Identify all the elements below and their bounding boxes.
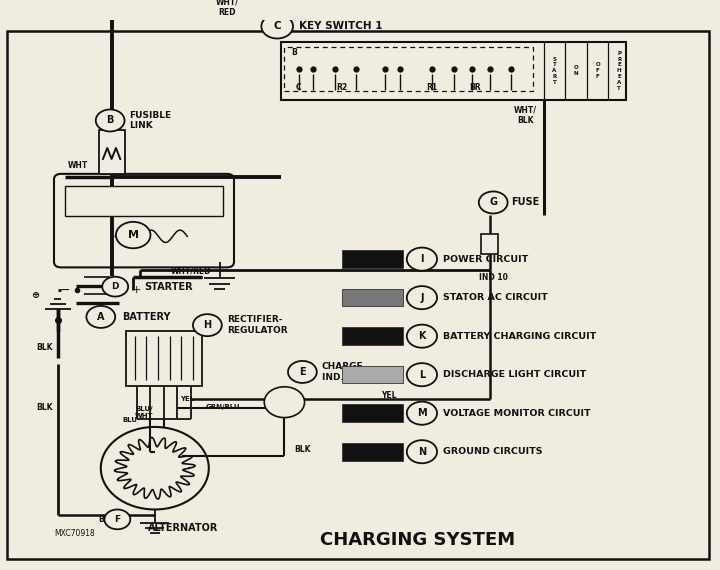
Text: BLU/
WHT: BLU/ WHT (135, 406, 153, 418)
FancyBboxPatch shape (342, 289, 403, 307)
Text: A: A (97, 312, 104, 322)
FancyBboxPatch shape (281, 42, 626, 100)
Text: BATTERY CHARGING CIRCUIT: BATTERY CHARGING CIRCUIT (443, 332, 596, 341)
Circle shape (264, 387, 305, 418)
Circle shape (116, 222, 150, 249)
Text: O
N: O N (574, 66, 578, 76)
Text: FUSIBLE
LINK: FUSIBLE LINK (130, 111, 172, 130)
Circle shape (101, 427, 209, 510)
Text: O
F
F: O F F (595, 62, 600, 79)
Circle shape (96, 109, 125, 132)
Text: WHT/
BLK: WHT/ BLK (514, 105, 537, 125)
Text: STATOR AC CIRCUIT: STATOR AC CIRCUIT (443, 293, 547, 302)
Text: +: + (132, 285, 142, 295)
Text: POWER CIRCUIT: POWER CIRCUIT (443, 255, 528, 264)
Text: YEL: YEL (381, 390, 397, 400)
Text: BLU: BLU (122, 417, 137, 423)
Text: R1: R1 (426, 83, 438, 92)
Circle shape (407, 440, 437, 463)
Text: J: J (420, 292, 423, 303)
FancyBboxPatch shape (342, 250, 403, 268)
Text: IND 10: IND 10 (479, 273, 508, 282)
Text: H: H (203, 320, 212, 330)
Text: MXC70918: MXC70918 (54, 529, 95, 538)
Text: YEL: YEL (180, 397, 194, 402)
FancyBboxPatch shape (126, 331, 202, 386)
Circle shape (479, 192, 508, 214)
Text: E: E (299, 367, 306, 377)
FancyBboxPatch shape (342, 327, 403, 345)
Text: BATTERY: BATTERY (122, 312, 171, 322)
Circle shape (193, 314, 222, 336)
Text: GROUND CIRCUITS: GROUND CIRCUITS (443, 447, 542, 456)
Text: RECTIFIER-
REGULATOR: RECTIFIER- REGULATOR (227, 315, 287, 335)
Circle shape (407, 247, 437, 271)
Text: P
R
E
H
E
A
T: P R E H E A T (617, 51, 621, 91)
Text: BLK: BLK (99, 515, 115, 524)
Text: N: N (418, 447, 426, 457)
Circle shape (288, 361, 317, 383)
FancyBboxPatch shape (342, 443, 403, 461)
Text: FUSE: FUSE (511, 197, 539, 207)
Text: KEY SWITCH 1: KEY SWITCH 1 (299, 22, 382, 31)
Text: S
T
A
R
T: S T A R T (552, 56, 557, 85)
FancyBboxPatch shape (99, 130, 125, 174)
FancyBboxPatch shape (481, 234, 498, 254)
Text: CHARGE
IND. LAMP: CHARGE IND. LAMP (322, 362, 375, 382)
Text: VOLTAGE MONITOR CIRCUIT: VOLTAGE MONITOR CIRCUIT (443, 409, 590, 418)
FancyBboxPatch shape (7, 31, 709, 559)
Circle shape (407, 324, 437, 348)
FancyBboxPatch shape (342, 404, 403, 422)
Text: M: M (127, 230, 139, 240)
Circle shape (102, 277, 128, 296)
Circle shape (407, 286, 437, 309)
Text: C: C (296, 83, 302, 92)
Text: G: G (489, 197, 498, 207)
Text: R2: R2 (336, 83, 348, 92)
Text: D: D (112, 282, 119, 291)
Text: WHT/
RED: WHT/ RED (215, 0, 238, 17)
Text: K: K (418, 331, 426, 341)
Circle shape (86, 306, 115, 328)
FancyBboxPatch shape (342, 366, 403, 384)
Text: WHT/RED: WHT/RED (171, 267, 211, 276)
Text: C: C (274, 22, 281, 31)
Text: STARTER: STARTER (144, 282, 193, 292)
Text: CHARGING SYSTEM: CHARGING SYSTEM (320, 531, 516, 549)
Text: DISCHARGE LIGHT CIRCUIT: DISCHARGE LIGHT CIRCUIT (443, 370, 586, 379)
Text: GRN/BLU: GRN/BLU (205, 404, 240, 410)
FancyBboxPatch shape (54, 174, 234, 267)
Text: ⊕: ⊕ (32, 290, 40, 300)
Circle shape (407, 363, 437, 386)
Text: I: I (420, 254, 423, 264)
Text: ALTERNATOR: ALTERNATOR (148, 523, 218, 533)
Text: BLK: BLK (37, 403, 53, 412)
Text: BLK: BLK (37, 343, 53, 352)
Circle shape (407, 402, 437, 425)
Text: B: B (107, 116, 114, 125)
Text: WHT: WHT (68, 161, 88, 170)
Text: BR: BR (469, 83, 481, 92)
FancyBboxPatch shape (65, 186, 223, 217)
Text: L: L (419, 370, 425, 380)
Text: −: − (60, 283, 70, 296)
Text: F: F (114, 515, 120, 524)
Text: M: M (417, 408, 427, 418)
Circle shape (104, 510, 130, 530)
Text: BLK: BLK (294, 445, 310, 454)
Text: B: B (292, 48, 297, 58)
Circle shape (261, 14, 293, 39)
